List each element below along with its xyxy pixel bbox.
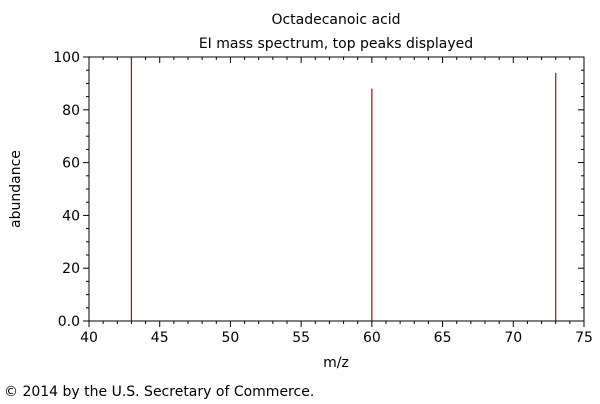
plot-frame (88, 56, 585, 322)
chart-titles: Octadecanoic acid EI mass spectrum, top … (199, 12, 473, 52)
x-axis-label: m/z (323, 355, 349, 371)
x-tick-label: 50 (222, 330, 240, 346)
y-tick-label: 100 (53, 50, 80, 66)
x-tick-label: 70 (504, 330, 522, 346)
x-tick-label: 65 (434, 330, 452, 346)
x-tick-label: 45 (151, 330, 169, 346)
y-tick-label: 80 (62, 103, 80, 119)
x-tick-label: 55 (292, 330, 310, 346)
chart-peaks (130, 57, 557, 321)
x-tick-label: 75 (575, 330, 593, 346)
x-tick-label: 40 (80, 330, 98, 346)
x-tick-label: 60 (363, 330, 381, 346)
chart-subtitle: EI mass spectrum, top peaks displayed (199, 36, 473, 52)
y-tick-label: 40 (62, 208, 80, 224)
chart-title: Octadecanoic acid (271, 12, 400, 28)
copyright-notice: © 2014 by the U.S. Secretary of Commerce… (4, 384, 314, 400)
y-tick-label: 60 (62, 156, 80, 172)
y-axis-label: abundance (8, 150, 24, 228)
chart-tick-labels: 40 45 50 55 60 65 70 75 0.0 20 40 60 80 100 (53, 50, 593, 346)
chart-axes (83, 56, 585, 327)
y-tick-label: 0.0 (58, 314, 80, 330)
y-tick-label: 20 (62, 261, 80, 277)
